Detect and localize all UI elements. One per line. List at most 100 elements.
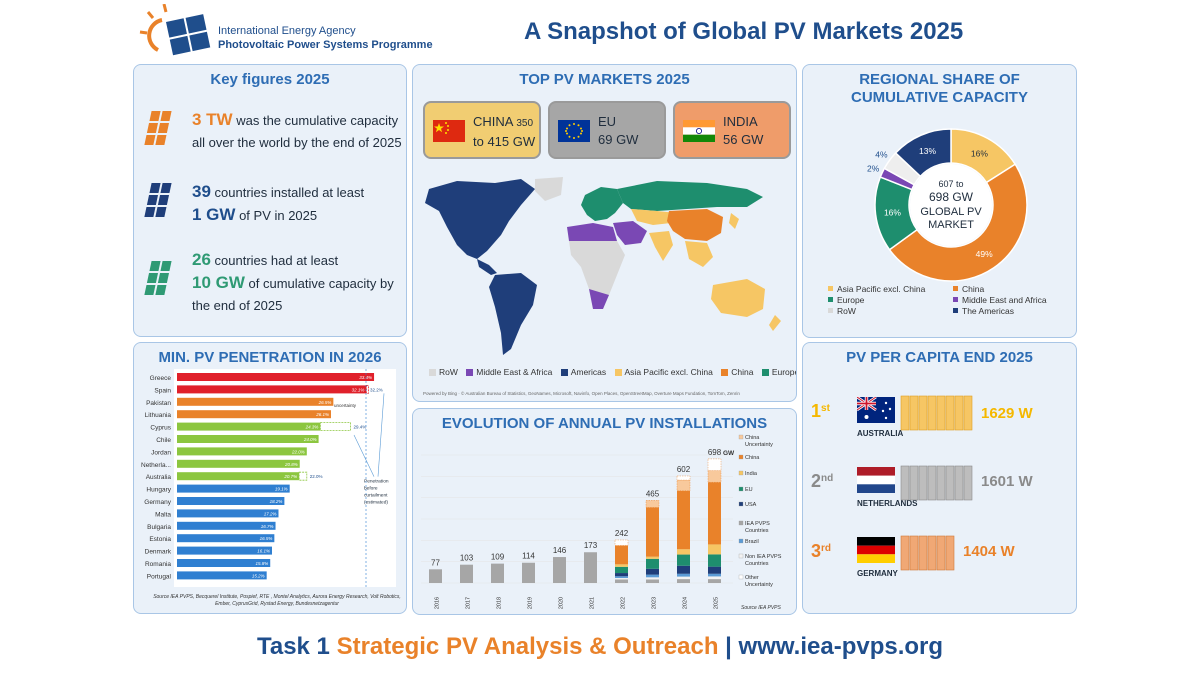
evo-year-label: 2025 (714, 597, 720, 609)
evo-bar-segment (615, 564, 628, 567)
map-legend-3: Asia Pacific excl. China (624, 367, 713, 377)
evo-bar-segment (707, 458, 722, 471)
evo-legend-label: Countries (745, 528, 769, 534)
map-china (667, 209, 723, 241)
reg-legend-label: Europe (837, 295, 865, 305)
evo-legend-label: Brazil (745, 539, 759, 545)
china-label: CHINA (473, 114, 513, 129)
penetration-value-label: 24.3% (305, 425, 319, 430)
rank-first: 1st (811, 401, 830, 422)
footer-link[interactable]: | www.iea-pvps.org (718, 633, 944, 660)
reg-legend-label: Middle East and Africa (962, 295, 1047, 305)
penetration-country-label: Jordan (151, 449, 171, 456)
donut-slice-label: 13% (919, 146, 936, 156)
evo-bar-segment (645, 500, 660, 508)
penetration-bar (177, 447, 307, 456)
penetration-country-label: Estonia (149, 536, 171, 543)
value-australia: 1629 W (981, 405, 1033, 422)
countries-1gw-text1: countries installed at least (210, 185, 365, 200)
donut-slice (888, 163, 1028, 282)
evo-legend-label: EU (745, 487, 753, 493)
penetration-country-label: Hungary (146, 487, 171, 494)
evo-bar-segment (676, 475, 691, 481)
penetration-bar (177, 435, 319, 443)
reg-legend-label: Asia Pacific excl. China (837, 284, 926, 294)
evo-total-label: 103 (460, 554, 474, 563)
map-greenland (535, 177, 563, 201)
sun-panel-logo-icon (139, 4, 211, 56)
map-russia (617, 181, 763, 211)
evolution-stacked-bar-chart: 77 2016 103 2017 109 2018 114 2019 146 2020 173 202… (421, 434, 782, 611)
evo-legend-swatch (738, 574, 744, 580)
evo-legend-swatch (738, 486, 744, 492)
china-flag-icon (433, 120, 465, 142)
evo-total-label: 109 (491, 553, 505, 562)
reg-legend-item: Middle East and Africa (953, 295, 1047, 306)
map-credit: Powered by Bing · © Australian Bureau of… (423, 391, 740, 396)
evo-legend-label: Countries (745, 561, 769, 567)
evo-year-label: 2024 (683, 597, 689, 609)
map-central-asia (631, 209, 677, 225)
evolution-title: EVOLUTION OF ANNUAL PV INSTALLATIONS (441, 415, 768, 432)
evo-bar-segment (646, 574, 659, 578)
rank-third: 3rd (811, 541, 831, 562)
evo-bar-segment (646, 568, 659, 575)
evo-legend-label: Non IEA PVPS (745, 554, 782, 560)
penetration-title: MIN. PV PENETRATION IN 2026 (158, 349, 382, 366)
evo-bar-segment (646, 556, 659, 559)
evo-bar-segment (646, 507, 659, 557)
eu-label: EU (598, 114, 617, 129)
penetration-value-label: 20.8% (284, 462, 298, 467)
reg-swatch-china (953, 286, 958, 291)
evo-legend-label: Uncertainty (745, 582, 773, 588)
rank-suffix: rd (821, 543, 832, 554)
evo-legend-label: China (745, 435, 760, 441)
donut-center-line3: GLOBAL PV (920, 206, 982, 218)
evo-bar-segment (708, 482, 721, 545)
footer-task-name: Strategic PV Analysis & Outreach (336, 633, 719, 660)
evolution-panel: EVOLUTION OF ANNUAL PV INSTALLATIONS 77 2… (412, 408, 797, 615)
rank-suffix: st (821, 403, 830, 414)
map-africa (569, 241, 625, 303)
evo-total-label: 242 (615, 529, 629, 538)
penetration-extension-label: 22.0% (310, 474, 323, 479)
evo-bar-segment (708, 573, 721, 577)
map-south-america (489, 273, 537, 355)
germany-flag-icon (857, 537, 895, 563)
regional-title-line2: CUMULATIVE CAPACITY (851, 89, 1028, 106)
penetration-value-label: 16.5% (260, 536, 273, 541)
page-title: A Snapshot of Global PV Markets 2025 (524, 18, 964, 45)
evo-legend-swatch (738, 553, 744, 559)
evo-bar-segment (677, 490, 690, 550)
penetration-bar (177, 571, 267, 580)
evo-bar-segment (584, 552, 597, 583)
penetration-extension-bar (365, 384, 369, 394)
donut-slice-label: 16% (884, 207, 901, 217)
eu-flag-icon (558, 120, 590, 142)
penetration-value-label: 18.2% (270, 499, 283, 504)
map-new-zealand (769, 315, 781, 331)
evo-total-label: 698 (708, 448, 722, 457)
reg-legend-label: RoW (837, 306, 856, 316)
penetration-note-arrow (353, 434, 375, 477)
donut-center-line1: 607 to (938, 179, 963, 189)
rank-suffix: nd (821, 473, 834, 484)
penetration-value-label: 26.1% (315, 412, 329, 417)
evo-bar-segment (677, 579, 690, 583)
map-legend-0: RoW (439, 367, 458, 377)
penetration-bar (177, 373, 375, 381)
regional-share-panel: REGIONAL SHARE OF CUMULATIVE CAPACITY 16… (802, 64, 1077, 338)
evo-total-label: 173 (584, 541, 598, 550)
iea-pvps-logo: International Energy Agency Photovoltaic… (138, 4, 458, 64)
map-southeast-asia (685, 241, 713, 267)
countries-10gw-count: 26 (192, 250, 211, 269)
evo-total-label: 114 (522, 552, 535, 561)
evo-bar-segment (615, 576, 628, 579)
market-china-box: CHINA 350 to 415 GW (423, 101, 541, 159)
legend-swatch-americas (560, 369, 568, 376)
penetration-value-label: 16.7% (261, 524, 274, 529)
penetration-bar-chart: Greece 33.4% Spain 32.1% Pakistan 26.5% Lithua… (141, 369, 396, 587)
evo-legend-label: Other (745, 575, 759, 581)
penetration-country-label: Greece (150, 375, 172, 382)
